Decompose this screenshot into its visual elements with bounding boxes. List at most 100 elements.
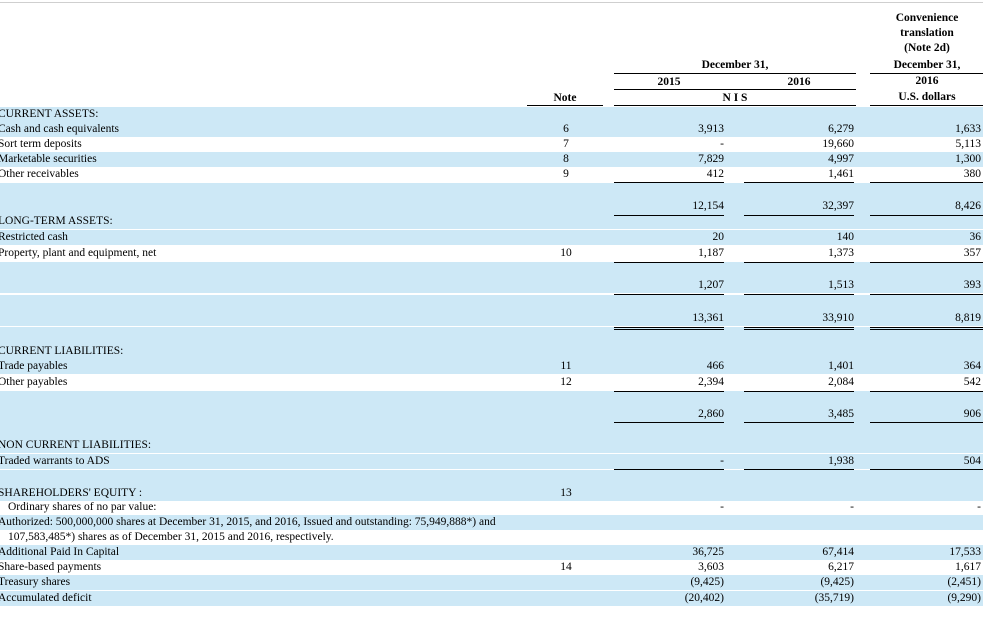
blank-row xyxy=(0,183,983,199)
value-2015: - xyxy=(720,501,724,513)
value-2016: 6,217 xyxy=(828,561,854,573)
blank-row xyxy=(0,422,983,438)
value-2016: 3,485 xyxy=(828,408,854,420)
total-rule xyxy=(614,391,724,392)
nis-date-rule xyxy=(614,73,856,74)
value-usd: 1,300 xyxy=(955,153,981,165)
table-row: CURRENT ASSETS: xyxy=(0,107,983,122)
value-usd: (9,290) xyxy=(947,592,981,604)
value-2016: 1,461 xyxy=(828,168,854,180)
total-rule xyxy=(870,422,983,423)
value-2016: 19,660 xyxy=(822,138,854,150)
total-rule xyxy=(614,294,724,295)
table-row: LONG-TERM ASSETS: xyxy=(0,214,983,229)
row-label: Authorized: 500,000,000 shares at Decemb… xyxy=(0,516,496,528)
value-usd: (2,451) xyxy=(947,576,981,588)
total-rule xyxy=(614,327,724,330)
value-2016: 33,910 xyxy=(822,312,854,324)
total-rule xyxy=(744,469,854,470)
table-row: 107,583,485*) shares as of December 31, … xyxy=(0,530,983,545)
value-usd: 504 xyxy=(963,455,981,467)
value-2016: 1,513 xyxy=(828,279,854,291)
value-usd: 380 xyxy=(963,168,981,180)
value-usd: 8,426 xyxy=(955,200,981,212)
row-label: CURRENT ASSETS: xyxy=(0,108,99,120)
total-rule xyxy=(614,215,724,216)
row-label: Accumulated deficit xyxy=(0,592,92,604)
total-rule xyxy=(870,215,983,216)
table-row: Cash and cash equivalents 6 3,913 6,279 1,63… xyxy=(0,122,983,137)
value-2016: 32,397 xyxy=(822,200,854,212)
table-row: 1,207 1,513 393 xyxy=(0,278,983,293)
total-rule xyxy=(744,327,854,330)
total-rule xyxy=(870,391,983,392)
row-label: Trade payables xyxy=(0,360,68,372)
value-2015: 12,154 xyxy=(692,200,724,212)
usd-year-heading: 2016 xyxy=(915,75,939,87)
row-note: 13 xyxy=(560,487,572,499)
table-row: Other payables 12 2,394 2,084 542 xyxy=(0,375,983,390)
value-2015: 13,361 xyxy=(692,312,724,324)
total-rule xyxy=(614,262,724,263)
value-2015: 466 xyxy=(706,360,724,372)
table-row: 13,361 33,910 8,819 xyxy=(0,311,983,326)
value-usd: 5,113 xyxy=(955,138,981,150)
total-rule xyxy=(744,262,854,263)
usd-date-heading: December 31, xyxy=(893,59,961,71)
value-usd: 906 xyxy=(963,408,981,420)
row-label: Other payables xyxy=(0,376,68,388)
convenience-line-3: (Note 2d) xyxy=(904,42,950,54)
value-2015: 3,913 xyxy=(698,123,724,135)
value-2015: 412 xyxy=(706,168,724,180)
value-2016: 2,084 xyxy=(828,376,854,388)
value-2016: 140 xyxy=(836,231,854,243)
table-row: Ordinary shares of no par value: - - - xyxy=(0,500,983,515)
total-rule xyxy=(870,469,983,470)
year-2015-heading: 2015 xyxy=(657,76,681,88)
total-rule xyxy=(744,391,854,392)
total-rule xyxy=(744,215,854,216)
row-label: CURRENT LIABILITIES: xyxy=(0,345,124,357)
table-row: Treasury shares (9,425) (9,425) (2,451) xyxy=(0,575,983,590)
usd-unit-heading: U.S. dollars xyxy=(898,91,956,103)
value-2016: - xyxy=(850,501,854,513)
table-row: 12,154 32,397 8,426 xyxy=(0,199,983,214)
row-label: Additional Paid In Capital xyxy=(0,546,120,558)
value-2016: (35,719) xyxy=(814,592,854,604)
note-heading: Note xyxy=(553,92,577,104)
row-label: Property, plant and equipment, net xyxy=(0,247,157,259)
row-label: SHAREHOLDERS' EQUITY : xyxy=(0,487,143,499)
value-usd: 393 xyxy=(963,279,981,291)
table-row: 2,860 3,485 906 xyxy=(0,407,983,422)
value-2015: 7,829 xyxy=(698,153,724,165)
value-usd: 357 xyxy=(963,247,981,259)
value-usd: 1,633 xyxy=(955,123,981,135)
total-rule xyxy=(870,327,983,330)
value-usd: 364 xyxy=(963,360,981,372)
value-2015: 3,603 xyxy=(698,561,724,573)
total-rule xyxy=(614,422,724,423)
row-label: NON CURRENT LIABILITIES: xyxy=(0,439,152,451)
value-2015: - xyxy=(720,455,724,467)
value-2015: 36,725 xyxy=(692,546,724,558)
value-2015: 2,860 xyxy=(698,408,724,420)
table-row: NON CURRENT LIABILITIES: xyxy=(0,438,983,453)
row-label: 107,583,485*) shares as of December 31, … xyxy=(8,531,334,543)
table-row: Additional Paid In Capital 36,725 67,414 17… xyxy=(0,545,983,560)
value-2015: 20 xyxy=(712,231,725,243)
total-rule xyxy=(744,294,854,295)
table-row: Accumulated deficit (20,402) (35,719) (9,29… xyxy=(0,591,983,606)
value-2015: 1,187 xyxy=(698,247,724,259)
nis-date-heading: December 31, xyxy=(701,59,769,71)
total-rule xyxy=(614,469,724,470)
value-usd: 17,533 xyxy=(949,546,981,558)
top-border xyxy=(0,2,983,3)
total-rule xyxy=(614,182,724,183)
table-row: Restricted cash 20 140 36 xyxy=(0,230,983,245)
row-note: 11 xyxy=(560,360,572,372)
total-rule xyxy=(744,422,854,423)
year-rule xyxy=(614,89,856,90)
row-label: Other receivables xyxy=(0,168,79,180)
year-2016-heading: 2016 xyxy=(787,76,811,88)
convenience-line-1: Convenience xyxy=(895,12,959,24)
